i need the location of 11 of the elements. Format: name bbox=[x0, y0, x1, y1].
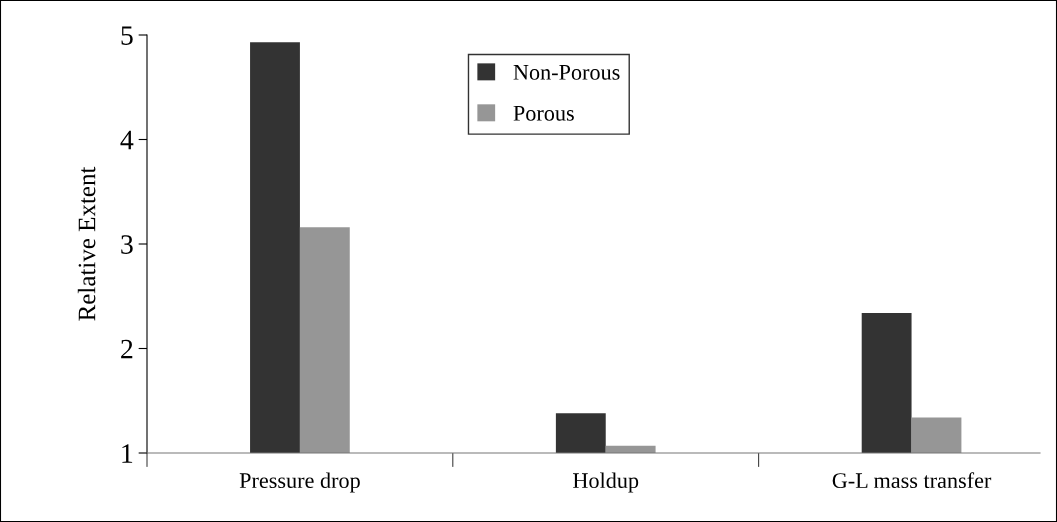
legend-label: Non-Porous bbox=[513, 65, 620, 80]
x-tick-label: Holdup bbox=[573, 472, 639, 493]
y-tick-label: 2 bbox=[121, 339, 133, 359]
y-axis-title: Relative Extent bbox=[77, 166, 96, 321]
y-tick-label: 5 bbox=[121, 26, 133, 45]
x-tick-label: Pressure drop bbox=[239, 472, 360, 493]
legend-label: Porous bbox=[513, 105, 574, 121]
y-tick-label: 3 bbox=[121, 235, 133, 254]
y-tick-label: 1 bbox=[122, 444, 133, 463]
y-tick-label: 4 bbox=[120, 130, 134, 150]
x-tick-label: G-L mass transfer bbox=[832, 472, 992, 489]
